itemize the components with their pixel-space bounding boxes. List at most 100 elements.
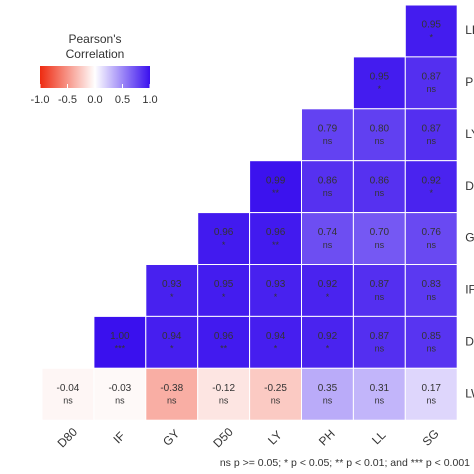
cell-significance: * (326, 344, 330, 354)
cell-significance: *** (115, 344, 126, 354)
cell-value: 0.96 (266, 227, 286, 238)
cell-value: 0.80 (370, 123, 390, 134)
colorbar-tick-label: 0.5 (115, 94, 130, 106)
legend-title: Correlation (66, 47, 125, 61)
cell-value: -0.03 (108, 383, 131, 394)
cell-significance: ** (272, 240, 280, 250)
cell-value: 0.96 (214, 331, 234, 342)
cell-significance: * (378, 84, 382, 94)
cell-significance: ns (323, 136, 333, 146)
y-label: D50 (465, 179, 474, 193)
cell-value: -0.12 (212, 383, 235, 394)
heatmap-cell (404, 315, 458, 369)
x-label: D50 (210, 425, 236, 451)
cell-significance: ns (323, 188, 333, 198)
cell-significance: ns (375, 344, 385, 354)
colorbar-tick-label: -0.5 (58, 94, 77, 106)
heatmap-cell (301, 212, 354, 266)
cell-significance: ns (375, 136, 385, 146)
cell-significance: * (170, 292, 174, 302)
cell-significance: * (222, 240, 226, 250)
cell-significance: * (274, 344, 278, 354)
heatmap-cell (301, 108, 354, 162)
cell-significance: ns (375, 240, 385, 250)
heatmap-cell (41, 367, 95, 421)
cell-value: -0.38 (160, 383, 183, 394)
cell-value: 0.92 (422, 175, 442, 186)
cell-significance: ns (219, 396, 229, 406)
cell-significance: ns (426, 84, 436, 94)
heatmap-cell (249, 367, 303, 421)
cell-value: 0.86 (318, 175, 338, 186)
y-label: PH (465, 75, 474, 89)
heatmap-cell (404, 367, 458, 421)
cell-significance: * (274, 292, 278, 302)
cell-value: 0.93 (162, 279, 182, 290)
y-label: IF (465, 283, 474, 297)
heatmap-cell (197, 315, 251, 369)
cell-significance: * (429, 32, 433, 42)
heatmap-cell (404, 160, 458, 214)
cell-value: 0.95 (214, 279, 234, 290)
cell-significance: ** (272, 188, 280, 198)
cell-value: 0.70 (370, 227, 390, 238)
cell-significance: * (170, 344, 174, 354)
cell-value: 0.99 (266, 175, 286, 186)
y-label: LW (465, 386, 474, 400)
heatmap-cell (249, 212, 303, 266)
heatmap-cell (301, 315, 354, 369)
cell-significance: ns (323, 240, 333, 250)
heatmap-cell (145, 367, 199, 421)
cell-value: 0.74 (318, 227, 338, 238)
cell-value: 0.95 (422, 20, 442, 31)
heatmap-cell (249, 315, 303, 369)
heatmap-cell (352, 56, 406, 110)
cell-value: 1.00 (110, 331, 130, 342)
x-label: PH (316, 427, 338, 449)
legend-title: Pearson's (69, 32, 122, 46)
cell-significance: ** (220, 344, 228, 354)
heatmap-cell (249, 160, 303, 214)
heatmap-cell (301, 160, 354, 214)
heatmap-cell (93, 367, 147, 421)
heatmap-cell (197, 264, 251, 317)
cell-significance: ns (375, 292, 385, 302)
cell-value: 0.95 (370, 71, 390, 82)
heatmap-cell (352, 264, 406, 317)
cell-significance: * (222, 292, 226, 302)
cell-significance: ns (426, 136, 436, 146)
cell-value: 0.87 (370, 279, 390, 290)
cell-value: 0.94 (162, 331, 182, 342)
heatmap-cell (352, 160, 406, 214)
cell-significance: ns (323, 396, 333, 406)
heatmap-cell (93, 315, 147, 369)
heatmap-cell (404, 4, 458, 58)
cell-value: 0.96 (214, 227, 234, 238)
y-label: LL (465, 23, 474, 37)
cell-significance: ns (426, 292, 436, 302)
cell-value: 0.86 (370, 175, 390, 186)
cell-value: 0.85 (422, 331, 442, 342)
heatmap-cell (249, 264, 303, 317)
cell-significance: * (326, 292, 330, 302)
y-label: LY (465, 127, 474, 141)
heatmap-cell (145, 264, 199, 317)
cell-value: 0.83 (422, 279, 442, 290)
heatmap-cell (404, 212, 458, 266)
heatmap-cell (352, 108, 406, 162)
cell-significance: ns (375, 188, 385, 198)
x-label: GY (160, 427, 182, 449)
heatmap-cell (301, 367, 354, 421)
colorbar-tick-label: 1.0 (142, 94, 157, 106)
cell-value: 0.87 (422, 123, 442, 134)
cell-value: 0.87 (422, 71, 442, 82)
cell-value: 0.31 (370, 383, 390, 394)
colorbar (40, 66, 150, 88)
colorbar-tick-label: 0.0 (87, 94, 102, 106)
footnote: ns p >= 0.05; * p < 0.05; ** p < 0.01; a… (220, 457, 470, 469)
heatmap-cell (404, 108, 458, 162)
heatmap-cell (352, 367, 406, 421)
heatmap-cell (404, 56, 458, 110)
cell-significance: * (429, 188, 433, 198)
heatmap-cell (404, 264, 458, 317)
